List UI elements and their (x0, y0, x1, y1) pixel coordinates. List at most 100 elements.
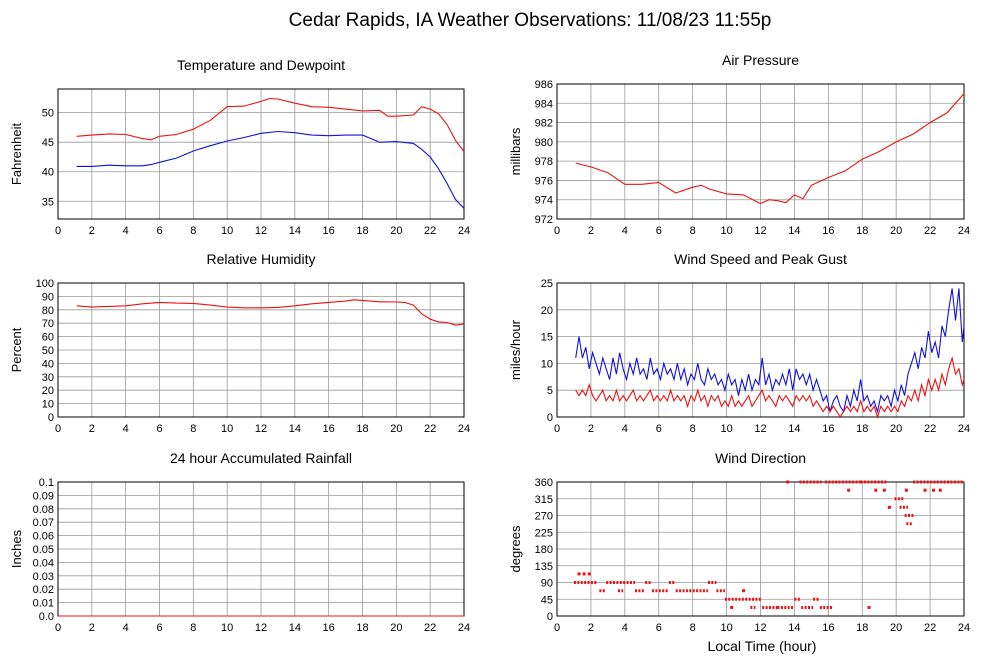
x-tick-label: 14 (289, 423, 301, 435)
y-tick-label: 0 (547, 611, 553, 623)
x-tick-label: 0 (554, 622, 560, 634)
x-tick-label: 10 (221, 622, 233, 634)
y-tick-label: 315 (535, 494, 553, 506)
x-tick-label: 8 (190, 225, 196, 237)
series-line-red (575, 93, 965, 205)
direction-point (587, 572, 591, 576)
x-tick-label: 4 (622, 225, 628, 237)
x-tick-label: 20 (890, 225, 902, 237)
x-tick-label: 6 (656, 423, 662, 435)
chart-title: Wind Speed and Peak Gust (674, 251, 847, 267)
x-tick-label: 22 (424, 622, 436, 634)
x-tick-label: 16 (822, 423, 834, 435)
x-tick-label: 18 (356, 423, 368, 435)
y-tick-label: 0.07 (33, 517, 54, 529)
chart-humidity: Relative HumidityPercent0102030405060708… (9, 251, 470, 435)
y-tick-label: 980 (535, 137, 553, 149)
y-tick-label: 20 (42, 385, 54, 397)
x-tick-label: 2 (89, 225, 95, 237)
x-tick-label: 0 (55, 622, 61, 634)
y-tick-label: 982 (535, 118, 553, 130)
x-tick-label: 2 (588, 225, 594, 237)
y-tick-label: 0 (48, 412, 54, 424)
chart-title: Relative Humidity (207, 251, 316, 267)
y-tick-label: 60 (42, 332, 54, 344)
x-tick-label: 18 (356, 622, 368, 634)
y-tick-label: 0.0 (39, 611, 54, 623)
x-tick-label: 6 (656, 622, 662, 634)
x-tick-label: 22 (924, 423, 936, 435)
direction-point (867, 605, 871, 609)
x-tick-label: 4 (622, 622, 628, 634)
chart-direction: Wind Directiondegrees0459013518022527031… (508, 450, 970, 634)
y-tick-label: 45 (541, 594, 553, 606)
x-tick-label: 14 (788, 423, 800, 435)
y-tick-label: 0.08 (33, 504, 54, 516)
x-tick-label: 12 (255, 622, 267, 634)
x-tick-label: 4 (123, 622, 129, 634)
y-tick-label: 135 (535, 561, 553, 573)
x-tick-label: 16 (822, 622, 834, 634)
x-tick-label: 12 (754, 423, 766, 435)
y-tick-label: 972 (535, 214, 553, 226)
y-tick-label: 50 (42, 345, 54, 357)
y-axis-label: Fahrenheit (9, 123, 24, 186)
chart-title: Temperature and Dewpoint (177, 57, 345, 73)
x-tick-label: 24 (958, 225, 970, 237)
x-tick-label: 2 (89, 622, 95, 634)
x-tick-label: 16 (323, 423, 335, 435)
x-tick-label: 22 (924, 225, 936, 237)
direction-point (904, 488, 908, 492)
y-tick-label: 10 (42, 399, 54, 411)
direction-point (577, 572, 581, 576)
y-tick-label: 0.09 (33, 490, 54, 502)
direction-point (887, 505, 891, 509)
plot-frame (57, 88, 465, 220)
chart-pressure: Air Pressure millibars 972 974 976 978 980 982 9… (508, 52, 970, 237)
x-tick-label: 22 (424, 225, 436, 237)
y-tick-label: 40 (42, 358, 54, 370)
y-tick-label: 90 (541, 578, 553, 590)
x-tick-label: 2 (588, 423, 594, 435)
y-tick-label: 80 (42, 305, 54, 317)
y-tick-label: 25 (541, 278, 553, 290)
series-line-blue (575, 288, 965, 414)
y-tick-label: 180 (535, 544, 553, 556)
x-tick-label: 24 (958, 622, 970, 634)
direction-point (786, 480, 790, 484)
x-tick-label: 0 (55, 423, 61, 435)
x-tick-label: 18 (856, 622, 868, 634)
direction-point (931, 488, 935, 492)
x-tick-label: 12 (255, 423, 267, 435)
y-tick-label: 45 (42, 137, 54, 149)
x-tick-label: 0 (55, 225, 61, 237)
direction-point (730, 605, 734, 609)
chart-title: Wind Direction (715, 450, 806, 466)
x-tick-label: 0 (554, 423, 560, 435)
y-tick-label: 270 (535, 511, 553, 523)
chart-temp: Temperature and Dewpoint Fahrenheit 35 40 45… (9, 57, 470, 237)
x-tick-label: 8 (690, 622, 696, 634)
x-tick-label: 12 (754, 225, 766, 237)
x-tick-label: 18 (856, 225, 868, 237)
series-line-red (76, 299, 465, 326)
y-tick-label: 5 (547, 385, 553, 397)
y-tick-label: 974 (535, 195, 553, 207)
y-tick-label: 0.01 (33, 598, 54, 610)
x-tick-label: 2 (588, 622, 594, 634)
x-tick-label: 8 (690, 225, 696, 237)
x-tick-label: 14 (788, 622, 800, 634)
x-tick-label: 6 (156, 225, 162, 237)
x-tick-label: 18 (356, 225, 368, 237)
y-tick-label: 976 (535, 175, 553, 187)
x-tick-label: 8 (190, 423, 196, 435)
y-tick-label: 50 (42, 108, 54, 120)
y-tick-label: 0 (547, 412, 553, 424)
y-tick-label: 35 (42, 196, 54, 208)
y-tick-label: 10 (541, 358, 553, 370)
x-tick-label: 0 (554, 225, 560, 237)
x-tick-label: 20 (390, 622, 402, 634)
plot-frame (57, 282, 465, 418)
y-tick-label: 40 (42, 167, 54, 179)
